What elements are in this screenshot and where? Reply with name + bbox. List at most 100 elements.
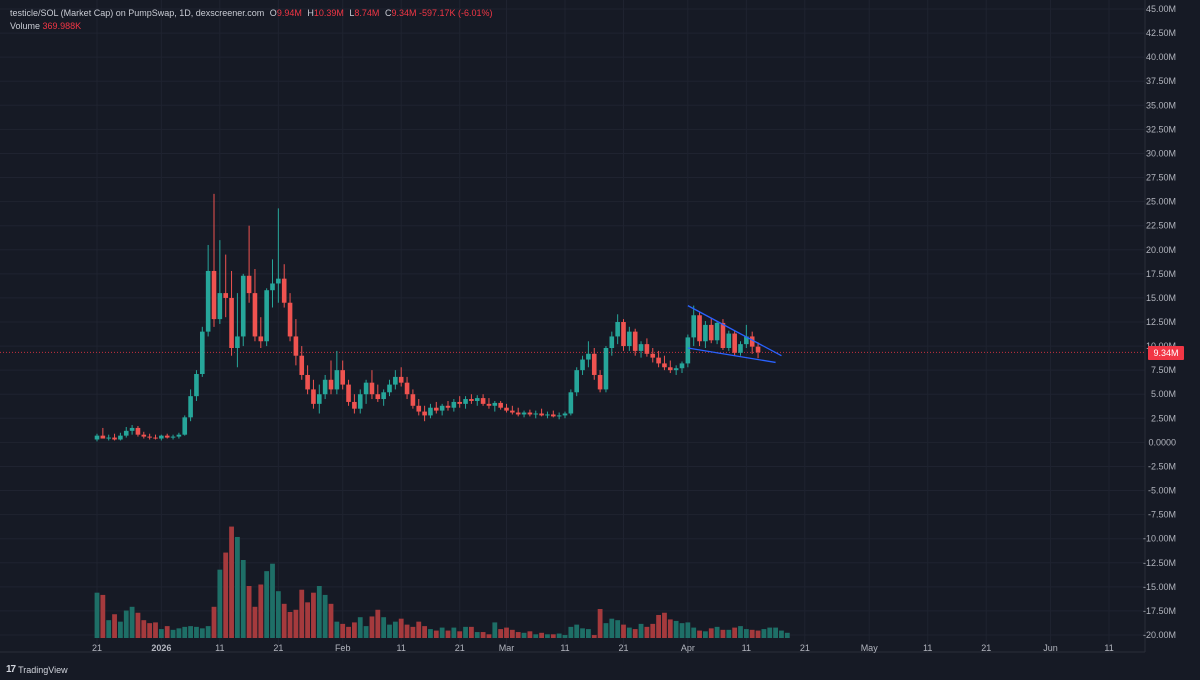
volume-bar [656, 614, 661, 638]
candle-body [159, 435, 164, 439]
x-tick-label: 11 [923, 643, 932, 653]
volume-bar [767, 627, 773, 638]
candle-body [176, 434, 182, 437]
volume-bar [626, 627, 632, 638]
volume-bar [112, 614, 117, 638]
volume-bar [275, 591, 281, 638]
candle-body [147, 436, 152, 438]
candle-body [135, 427, 141, 435]
volume-bar [416, 621, 422, 638]
candle-body [287, 302, 293, 337]
candle-body [755, 346, 761, 353]
x-tick-label: 21 [92, 643, 102, 653]
y-tick-label: -10.00M [1143, 534, 1176, 544]
volume-bar [369, 616, 375, 638]
candle-body [662, 363, 667, 368]
candle-body [410, 394, 416, 406]
candle-body [556, 415, 562, 417]
candle-body [510, 410, 515, 413]
volume-bar [381, 617, 387, 638]
open-label: O [269, 8, 277, 18]
x-tick-label: 21 [800, 643, 810, 653]
change-value: -597.17K (-6.01%) [418, 8, 493, 18]
candle-body [644, 344, 650, 354]
y-tick-label: 12.50M [1146, 317, 1176, 327]
y-tick-label: 45.00M [1146, 4, 1176, 14]
candle-body [422, 411, 427, 416]
y-tick-label: 0.0000 [1148, 437, 1176, 447]
candle-body [317, 394, 322, 404]
candle-body [480, 398, 486, 404]
volume-bar [486, 634, 492, 638]
candle-body [217, 293, 223, 320]
candle-body [562, 413, 568, 416]
candle-body [457, 401, 462, 404]
candle-body [621, 322, 626, 347]
volume-bar [679, 623, 685, 638]
candle-body [188, 396, 193, 418]
candle-body [615, 322, 620, 337]
candle-body [428, 407, 433, 416]
candle-body [732, 333, 737, 353]
volume-bar [258, 584, 264, 638]
candle-body [679, 363, 685, 369]
y-tick-label: -5.00M [1148, 486, 1176, 496]
candle-body [574, 370, 579, 393]
candle-body [112, 437, 117, 440]
volume-bar [527, 631, 533, 638]
candle-body [293, 336, 299, 356]
volume-bar [597, 609, 603, 638]
volume-bar [638, 623, 644, 638]
x-tick-label: 21 [273, 643, 283, 653]
volume-bar [451, 627, 457, 638]
candle-body [627, 331, 632, 347]
tradingview-logo[interactable]: 17 TradingView [6, 664, 68, 675]
candle-body [387, 384, 392, 393]
volume-bar [574, 624, 580, 638]
tradingview-mark-icon: 17 [6, 664, 16, 675]
y-tick-label: 27.50M [1146, 173, 1176, 183]
volume-bar [235, 536, 240, 638]
x-tick-label: Jun [1043, 643, 1058, 653]
volume-bar [539, 632, 544, 638]
volume-bar [287, 612, 293, 638]
volume-bar [293, 609, 299, 638]
volume-bar [153, 622, 158, 638]
candle-body [369, 382, 375, 395]
volume-bar [100, 594, 106, 638]
volume-bar [755, 630, 761, 638]
candle-body [591, 353, 597, 375]
volume-bar [281, 603, 287, 638]
volume-bar [398, 618, 404, 638]
volume-bar [492, 622, 498, 638]
candle-body [714, 322, 720, 341]
candle-body [586, 353, 591, 360]
candle-body [638, 344, 644, 351]
candle-body [439, 405, 445, 411]
candle-body [194, 374, 199, 397]
candle-body [656, 357, 661, 364]
candle-body [609, 336, 615, 349]
candle-body [123, 430, 129, 436]
volume-bar [498, 629, 504, 638]
candle-body [270, 283, 275, 291]
x-tick-label: 21 [618, 643, 628, 653]
candle-body [416, 405, 422, 412]
volume-bar [779, 630, 784, 638]
volume-bar [650, 623, 656, 638]
volume-bar [328, 603, 334, 638]
candle-body [463, 399, 468, 404]
volume-bar [632, 629, 638, 638]
candle-body [352, 401, 357, 409]
volume-bar [609, 618, 615, 638]
trendline [687, 305, 782, 357]
y-tick-label: 37.50M [1146, 76, 1176, 86]
candle-body [451, 401, 457, 408]
y-tick-label: -20.00M [1143, 630, 1176, 640]
candle-body [346, 384, 351, 402]
volume-bar [521, 632, 527, 638]
y-tick-label: -7.50M [1148, 510, 1176, 520]
candle-body [445, 405, 451, 408]
volume-bar [586, 629, 591, 638]
